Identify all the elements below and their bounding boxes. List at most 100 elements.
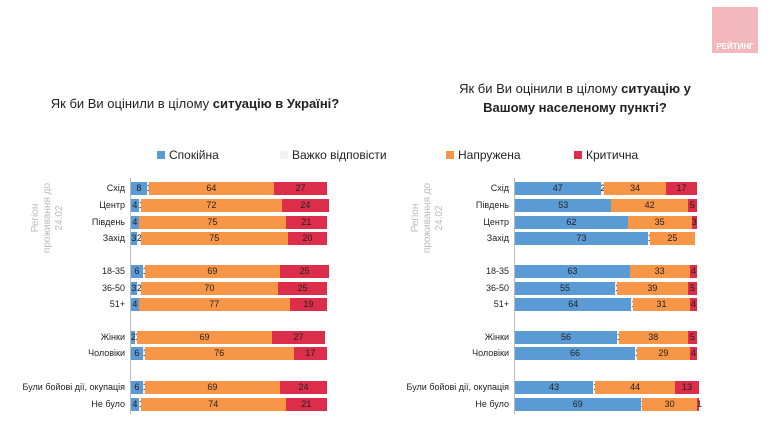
bar-segment-hard-to-say: 2 — [136, 282, 142, 295]
category-label: Схід — [490, 183, 509, 193]
bar-segment-tense: 33 — [629, 265, 690, 278]
bar-segment-tense: 29 — [636, 347, 690, 360]
category-label: Не було — [475, 399, 509, 409]
bar-segment-tense: 69 — [144, 381, 280, 394]
bar-segment-calm: 66 — [515, 347, 636, 360]
legend-swatch — [157, 151, 165, 159]
category-label: 18-35 — [485, 266, 509, 276]
bar-segment-critical: 19 — [289, 298, 327, 311]
bar-segment-critical: 25 — [279, 265, 329, 278]
bar-segment-tense: 77 — [138, 298, 290, 311]
bar-segment-calm: 73 — [515, 232, 648, 245]
bar-segment-critical: 27 — [274, 182, 327, 195]
bar-segment-tense: 25 — [649, 232, 696, 245]
category-label: Центр — [99, 200, 125, 210]
bar-segment-critical: 5 — [687, 199, 697, 212]
bar-segment-calm: 4 — [131, 298, 139, 311]
bar-segment-calm: 55 — [515, 282, 616, 295]
bar-segment-tense: 76 — [144, 347, 294, 360]
bar-segment-hard-to-say: 2 — [136, 232, 142, 245]
bar-segment-critical: 3 — [691, 216, 697, 229]
bar-segment-tense: 69 — [136, 331, 273, 344]
bar-segment-calm: 4 — [131, 199, 139, 212]
bar-segment-tense: 75 — [138, 216, 286, 229]
category-label: Не було — [91, 399, 125, 409]
category-label: Були бойові дії, окупація — [406, 382, 509, 392]
bar-segment-tense: 75 — [140, 232, 288, 245]
bar-segment-calm: 4 — [131, 216, 139, 229]
legend-item-hard-to-say: Важко відповісти — [280, 148, 387, 162]
bar-segment-critical: 13 — [675, 381, 699, 394]
bar-segment-tense: 72 — [140, 199, 282, 212]
category-label: Центр — [483, 217, 509, 227]
bar-segment-calm: 6 — [131, 381, 143, 394]
legend-swatch — [574, 151, 582, 159]
bar-segment-tense: 38 — [618, 331, 688, 344]
bar-segment-critical: 4 — [689, 347, 697, 360]
legend-swatch — [446, 151, 454, 159]
category-label: 51+ — [493, 299, 509, 309]
bar-segment-tense: 69 — [144, 265, 280, 278]
bar-segment-tense: 70 — [140, 282, 278, 295]
legend-item-critical: Критична — [574, 148, 638, 162]
left-chart-title: Як би Ви оцінили в цілому ситуацію в Укр… — [20, 94, 370, 113]
bar-segment-tense: 34 — [604, 182, 667, 195]
bar-segment-calm: 64 — [515, 298, 632, 311]
bar-segment-critical: 5 — [687, 331, 697, 344]
bar-segment-calm: 6 — [131, 347, 143, 360]
category-label: Чоловіки — [88, 348, 125, 358]
category-label: Жінки — [484, 332, 509, 342]
bar-segment-calm: 6 — [131, 265, 143, 278]
bar-segment-tense: 42 — [611, 199, 688, 212]
rating-logo: РЕЙТИНГ — [712, 7, 758, 53]
category-axis — [514, 178, 515, 414]
bar-segment-critical: 4 — [689, 298, 697, 311]
title-bold: ситуацію в Україні? — [212, 96, 340, 111]
legend-item-calm: Спокійна — [157, 148, 219, 162]
category-label: 36-50 — [485, 283, 509, 293]
category-label: Були бойові дії, окупація — [22, 382, 125, 392]
bar-segment-critical: 20 — [287, 232, 327, 245]
bar-segment-critical: 4 — [689, 265, 697, 278]
title-text: Як би Ви оцінили в цілому — [459, 81, 622, 96]
bar-segment-critical: 21 — [285, 216, 327, 229]
legend-item-tense: Напружена — [446, 148, 521, 162]
bar-segment-calm: 4 — [131, 398, 139, 411]
bar-segment-critical: 21 — [285, 398, 327, 411]
bar-segment-critical: 24 — [281, 199, 329, 212]
bar-segment-calm: 56 — [515, 331, 617, 344]
bar-segment-calm: 3 — [131, 232, 137, 245]
bar-segment-calm: 53 — [515, 199, 612, 212]
legend-swatch — [280, 151, 288, 159]
category-label: Південь — [91, 217, 125, 227]
bar-segment-hard-to-say: 2 — [600, 182, 606, 195]
category-label: 18-35 — [101, 266, 125, 276]
bar-segment-calm: 2 — [131, 331, 137, 344]
category-label: Схід — [106, 183, 125, 193]
bar-segment-calm: 8 — [131, 182, 147, 195]
bar-segment-calm: 3 — [131, 282, 137, 295]
category-label: Жінки — [100, 332, 125, 342]
category-label: Південь — [475, 200, 509, 210]
bar-segment-tense: 39 — [616, 282, 688, 295]
bar-segment-critical: 17 — [666, 182, 697, 195]
bar-segment-calm: 47 — [515, 182, 601, 195]
category-label: Захід — [102, 233, 125, 243]
category-label: 51+ — [109, 299, 125, 309]
bar-segment-calm: 63 — [515, 265, 630, 278]
bar-segment-tense: 74 — [140, 398, 286, 411]
bar-segment-tense: 64 — [148, 182, 275, 195]
category-label: Захід — [486, 233, 509, 243]
category-axis — [130, 178, 131, 414]
bar-segment-tense: 31 — [633, 298, 690, 311]
bar-segment-tense: 35 — [627, 216, 692, 229]
category-label: 36-50 — [101, 283, 125, 293]
bar-segment-critical: 25 — [278, 282, 327, 295]
bar-segment-tense: 44 — [595, 381, 676, 394]
bar-segment-calm: 62 — [515, 216, 628, 229]
bar-segment-critical: 5 — [687, 282, 697, 295]
title-text: Як би Ви оцінили в цілому — [50, 96, 213, 111]
bar-segment-critical: 17 — [293, 347, 327, 360]
title-bold: ситуацію у Вашому населеному пункті? — [483, 81, 691, 115]
bar-segment-critical: 1 — [697, 398, 703, 411]
